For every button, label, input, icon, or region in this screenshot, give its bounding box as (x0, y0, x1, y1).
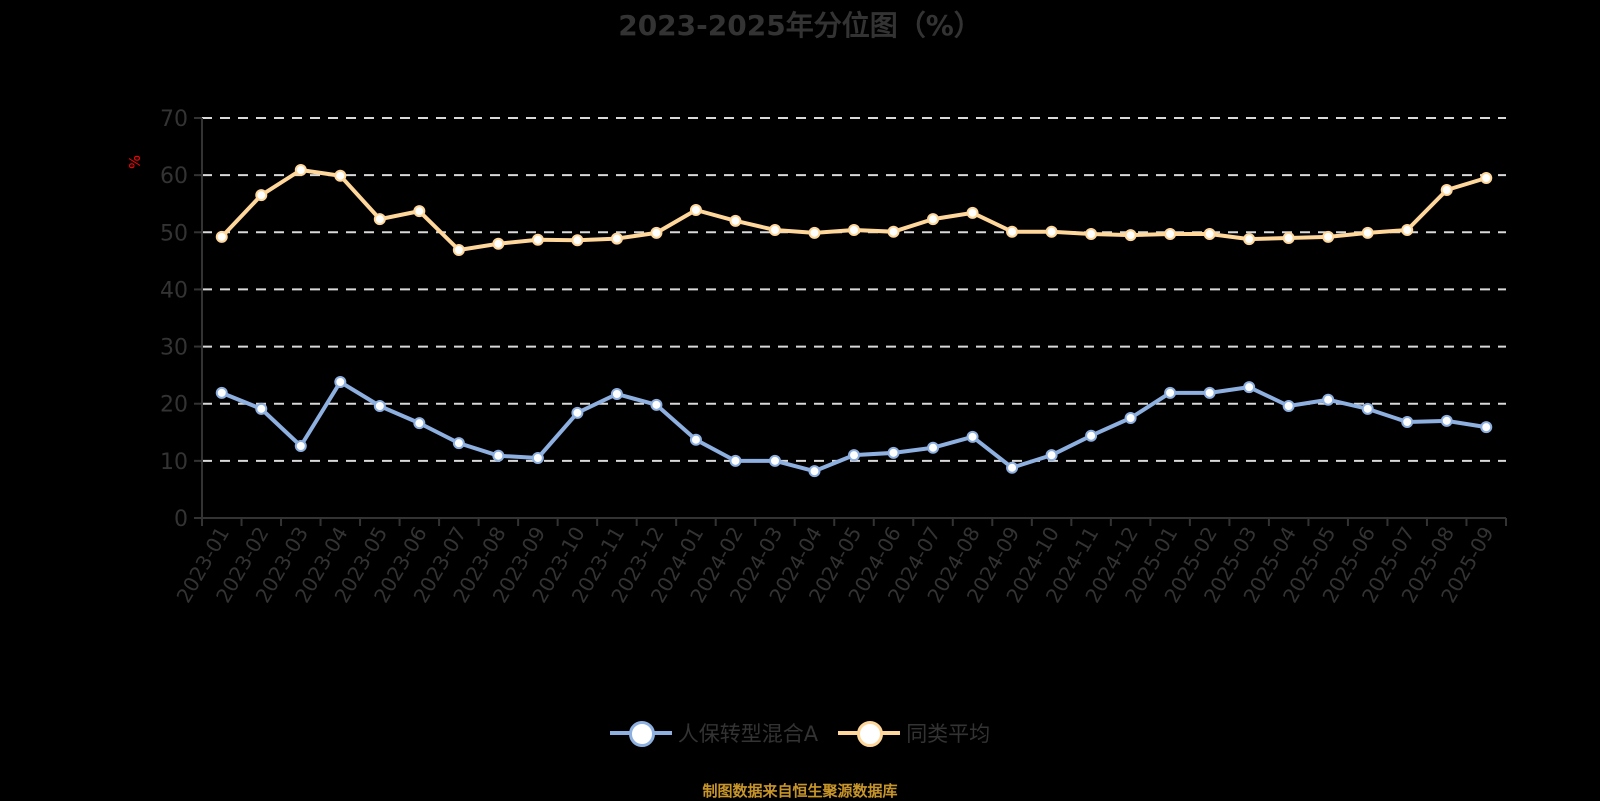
data-point[interactable] (808, 465, 821, 478)
y-tick-label: 30 (160, 336, 188, 361)
data-point[interactable] (927, 441, 940, 454)
data-point[interactable] (689, 433, 702, 446)
data-point[interactable] (1085, 228, 1098, 240)
data-point[interactable] (1243, 381, 1256, 394)
line-chart: 0 10 20 30 40 50 60 70% 2023-012023-022023-0320… (126, 107, 1507, 607)
y-tick-label: 70 (160, 107, 188, 132)
data-point[interactable] (1045, 225, 1058, 238)
legend-marker-icon (838, 721, 901, 747)
data-point[interactable] (768, 224, 781, 236)
data-point[interactable] (966, 430, 979, 443)
y-axis: 0 10 20 30 40 50 60 70% (126, 107, 203, 532)
data-point[interactable] (413, 205, 426, 218)
data-point[interactable] (571, 234, 584, 247)
data-point[interactable] (1203, 386, 1216, 399)
data-point[interactable] (1440, 184, 1453, 196)
y-tick-label: 40 (160, 278, 188, 303)
data-point[interactable] (729, 454, 742, 467)
data-point[interactable] (1282, 400, 1295, 412)
legend: 人保转型混合A 同类平均 (0, 718, 1600, 748)
data-point[interactable] (571, 406, 584, 419)
data-point[interactable] (610, 388, 623, 400)
data-point[interactable] (1440, 414, 1453, 427)
data-point[interactable] (848, 449, 860, 462)
data-point[interactable] (848, 224, 860, 236)
data-point[interactable] (887, 225, 900, 238)
data-point[interactable] (373, 400, 386, 412)
data-point[interactable] (531, 452, 544, 464)
data-point[interactable] (1322, 230, 1335, 243)
data-point[interactable] (334, 376, 347, 388)
data-point[interactable] (1124, 229, 1137, 242)
data-point[interactable] (1164, 228, 1177, 240)
chart-title: 2023-2025年分位图（%） (618, 9, 982, 42)
data-point[interactable] (1480, 421, 1493, 434)
data-point[interactable] (1006, 461, 1019, 474)
data-point[interactable] (1401, 224, 1414, 236)
data-point[interactable] (1243, 233, 1256, 246)
data-point[interactable] (334, 169, 347, 182)
data-point[interactable] (927, 213, 940, 226)
data-point[interactable] (966, 206, 979, 219)
data-point[interactable] (689, 204, 702, 216)
data-point[interactable] (1006, 225, 1019, 238)
data-point[interactable] (1480, 172, 1493, 184)
y-axis-unit: % (126, 155, 144, 169)
data-point[interactable] (255, 402, 268, 415)
data-point[interactable] (294, 440, 307, 452)
data-point[interactable] (808, 226, 821, 239)
data-point[interactable] (1361, 226, 1374, 239)
data-source-note: 制图数据来自恒生聚源数据库 (702, 782, 898, 800)
legend-item-average[interactable]: 同类平均 (838, 718, 990, 748)
data-point[interactable] (1322, 393, 1335, 406)
data-point[interactable] (215, 230, 228, 243)
data-point[interactable] (452, 244, 465, 256)
series-lines (215, 164, 1493, 478)
data-point[interactable] (1203, 228, 1216, 240)
legend-label: 人保转型混合A (677, 722, 819, 746)
data-point[interactable] (650, 226, 663, 239)
data-point[interactable] (887, 446, 900, 459)
x-axis: 2023-012023-022023-032023-042023-052023-… (172, 517, 1507, 607)
series-line (220, 168, 1487, 252)
data-point[interactable] (294, 164, 307, 176)
data-point[interactable] (492, 237, 505, 250)
data-point[interactable] (373, 213, 386, 226)
data-point[interactable] (1045, 449, 1058, 462)
data-point[interactable] (768, 454, 781, 467)
data-point[interactable] (413, 417, 426, 430)
y-tick-label: 0 (174, 507, 188, 532)
data-point[interactable] (1124, 412, 1137, 424)
data-point[interactable] (531, 233, 544, 246)
data-point[interactable] (729, 214, 742, 227)
data-point[interactable] (492, 449, 505, 462)
data-point[interactable] (255, 189, 268, 202)
data-point[interactable] (452, 437, 465, 450)
data-point[interactable] (1282, 232, 1295, 244)
y-tick-label: 50 (160, 221, 188, 246)
legend-marker-icon (609, 721, 672, 747)
data-point[interactable] (215, 386, 228, 399)
data-point[interactable] (650, 398, 663, 411)
data-point[interactable] (610, 232, 623, 245)
y-tick-label: 20 (160, 393, 188, 418)
legend-label: 同类平均 (906, 722, 991, 746)
gridlines (202, 117, 1506, 462)
data-point[interactable] (1085, 429, 1098, 442)
y-tick-label: 10 (160, 450, 188, 475)
data-point[interactable] (1164, 386, 1177, 399)
data-point[interactable] (1361, 402, 1374, 415)
legend-item-fund[interactable]: 人保转型混合A (609, 718, 819, 748)
data-point[interactable] (1401, 416, 1414, 428)
y-tick-label: 60 (160, 164, 188, 189)
